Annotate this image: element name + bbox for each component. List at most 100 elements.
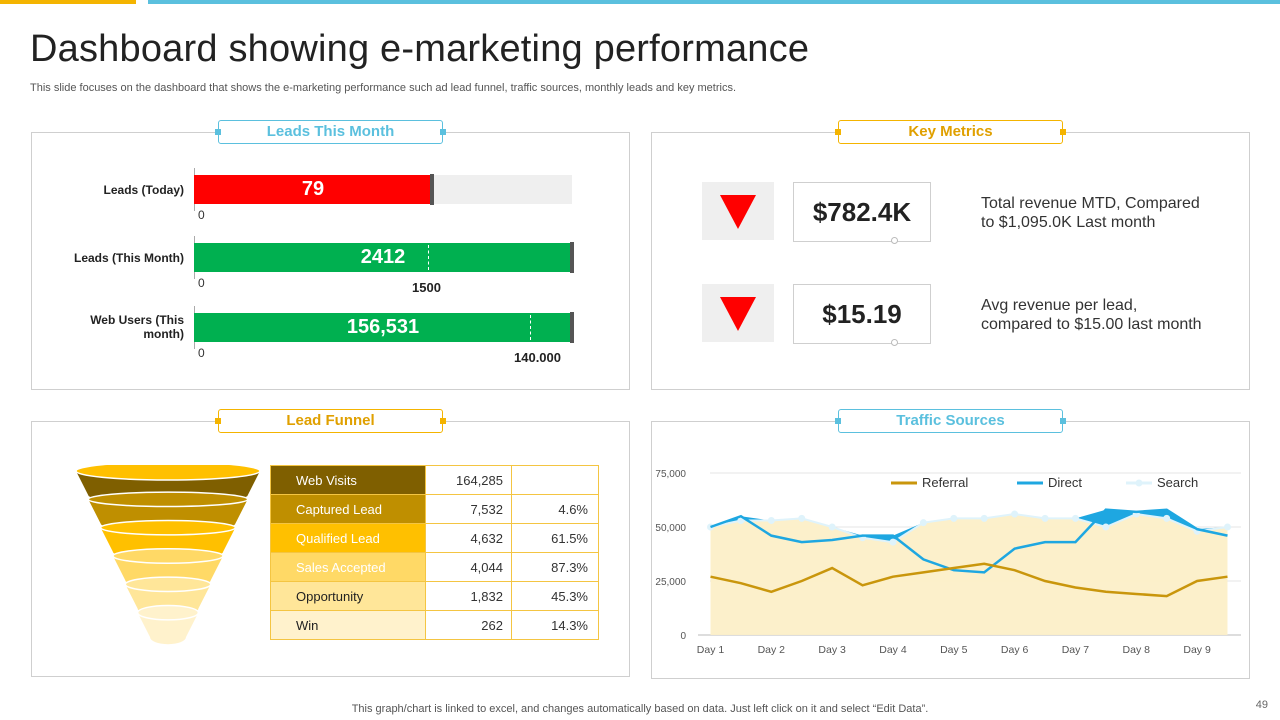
legend-label: Direct — [1048, 475, 1082, 490]
direct-line — [710, 508, 1228, 574]
funnel-stage: Opportunity — [270, 581, 426, 611]
metric-description: Avg revenue per lead, compared to $15.00 … — [981, 296, 1202, 334]
funnel-percent — [511, 465, 599, 495]
y-tick-label: 50,000 — [655, 523, 686, 534]
lead-target-label: 140.000 — [514, 350, 561, 365]
y-tick-label: 75,000 — [655, 469, 686, 480]
funnel-row: Win 262 14.3% — [270, 610, 599, 640]
funnel-row: Qualified Lead 4,632 61.5% — [270, 523, 599, 553]
lead-bar-marker — [570, 312, 574, 343]
funnel-row: Sales Accepted 4,044 87.3% — [270, 552, 599, 582]
y-tick-label: 25,000 — [655, 577, 686, 588]
funnel-panel-title: Lead Funnel — [215, 409, 446, 433]
search-point — [1163, 514, 1171, 522]
traffic-chart: 0 25,000 50,000 75,000 Day 1 Day 2 Day 3 Day 4 D… — [655, 469, 1241, 656]
search-point — [828, 523, 836, 531]
lead-axis-zero: 0 — [198, 208, 205, 222]
lead-row-label: Web Users (This month) — [24, 313, 184, 341]
funnel-stage: Captured Lead — [270, 494, 426, 524]
funnel-panel-title-text: Lead Funnel — [286, 412, 375, 429]
x-tick-label: Day 9 — [1183, 644, 1211, 656]
metric-value-text: $782.4K — [812, 197, 912, 227]
funnel-count: 1,832 — [425, 581, 512, 611]
referral-line — [710, 562, 1228, 598]
search-point — [1102, 523, 1110, 531]
search-point — [1041, 514, 1049, 522]
metric-connector-dot — [891, 339, 898, 346]
funnel-stage: Win — [270, 610, 426, 640]
x-tick-label: Day 4 — [879, 644, 907, 656]
metric-value: $782.4K — [793, 182, 931, 244]
search-point — [1224, 523, 1231, 531]
lead-bar-marker — [570, 242, 574, 273]
lead-target-line — [530, 315, 531, 340]
y-tick-label: 0 — [680, 631, 686, 642]
down-arrow-icon — [720, 297, 756, 331]
metric-trend-box — [702, 284, 774, 342]
metric-description-line: Total revenue MTD, Compared — [981, 195, 1200, 212]
funnel-count: 164,285 — [425, 465, 512, 495]
funnel-segment-top — [124, 576, 212, 593]
x-tick-label: Day 8 — [1123, 644, 1151, 656]
funnel-segment-top — [112, 548, 224, 564]
search-point — [767, 517, 775, 525]
lead-axis-zero: 0 — [198, 276, 205, 290]
lead-axis-zero: 0 — [198, 346, 205, 360]
search-point — [919, 519, 927, 527]
search-point — [798, 514, 806, 522]
down-arrow-icon — [720, 195, 756, 229]
traffic-panel-title-text: Traffic Sources — [896, 412, 1005, 429]
funnel-segment-top — [75, 465, 261, 481]
funnel-segment-top — [87, 491, 249, 508]
lead-row-label: Leads (Today) — [103, 183, 184, 197]
legend-swatch-point — [1135, 479, 1143, 487]
funnel-percent: 45.3% — [511, 581, 599, 611]
search-point — [1011, 510, 1019, 518]
lead-bar-marker — [430, 174, 434, 205]
metric-description-line: compared to $15.00 last month — [981, 316, 1202, 333]
lead-row-label-line: Web Users (This — [90, 313, 184, 327]
page-subtitle: This slide focuses on the dashboard that… — [30, 82, 736, 94]
x-tick-label: Day 2 — [758, 644, 786, 656]
lead-row-label-line: month) — [143, 327, 184, 341]
funnel-count: 262 — [425, 610, 512, 640]
search-point — [980, 514, 988, 522]
x-tick-label: Day 5 — [940, 644, 968, 656]
leads-panel-title-text: Leads This Month — [266, 123, 395, 140]
funnel-count: 4,044 — [425, 552, 512, 582]
funnel-count: 4,632 — [425, 523, 512, 553]
metric-description-line: to $1,095.0K Last month — [981, 214, 1156, 231]
top-accent-gold — [0, 0, 136, 4]
lead-row-label: Leads (This Month) — [74, 251, 184, 265]
page-number: 49 — [1255, 699, 1268, 711]
funnel-segment-top — [99, 519, 237, 536]
metrics-panel — [651, 132, 1250, 390]
lead-target-label: 1500 — [412, 280, 441, 295]
metric-connector-dot — [891, 237, 898, 244]
funnel-percent: 14.3% — [511, 610, 599, 640]
metric-trend-box — [702, 182, 774, 240]
funnel-percent: 4.6% — [511, 494, 599, 524]
metric-description-line: Avg revenue per lead, — [981, 297, 1138, 314]
funnel-row: Captured Lead 7,532 4.6% — [270, 494, 599, 524]
metric-value-text: $15.19 — [822, 299, 902, 329]
search-point — [950, 514, 958, 522]
metrics-panel-title: Key Metrics — [835, 120, 1066, 144]
top-accent-blue — [148, 0, 1280, 4]
lead-bar: 156,531 — [194, 313, 572, 342]
x-tick-label: Day 7 — [1062, 644, 1090, 656]
funnel-stage: Qualified Lead — [270, 523, 426, 553]
leads-panel: Leads (Today) 79 0 Leads (This Month) 2412 0 1… — [31, 132, 630, 390]
funnel-segment-top — [136, 604, 200, 621]
funnel-percent: 61.5% — [511, 523, 599, 553]
funnel-row: Web Visits 164,285 — [270, 465, 599, 495]
metrics-panel-title-text: Key Metrics — [908, 123, 993, 140]
search-point — [889, 538, 897, 546]
search-line — [710, 513, 1228, 544]
traffic-panel-title: Traffic Sources — [835, 409, 1066, 433]
leads-panel-title: Leads This Month — [215, 120, 446, 144]
lead-bar: 79 — [194, 175, 432, 204]
page-title: Dashboard showing e-marketing performanc… — [30, 28, 810, 70]
x-tick-label: Day 1 — [697, 644, 725, 656]
x-tick-label: Day 3 — [818, 644, 846, 656]
